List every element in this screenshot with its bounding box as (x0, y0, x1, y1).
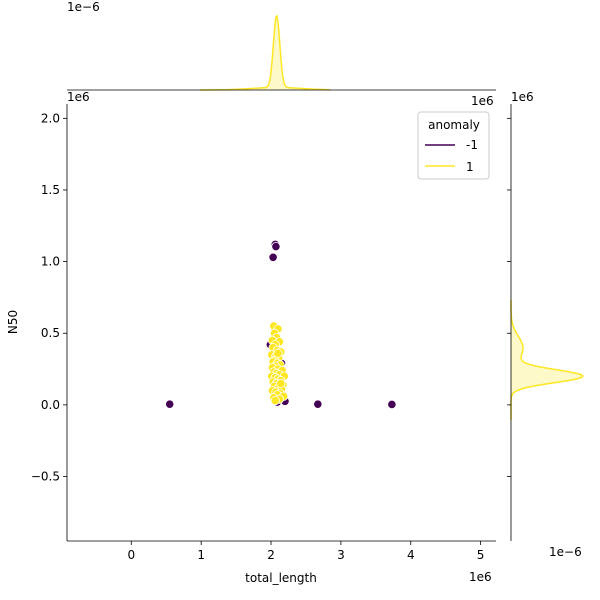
right-marginal-kde-line (510, 300, 584, 420)
y-tick-label: 1.0 (41, 255, 60, 269)
scatter-point-anomaly (387, 399, 397, 410)
legend-title: anomaly (428, 118, 480, 132)
top-marginal-kde-line (200, 14, 330, 91)
x-tick-label: 5 (477, 548, 485, 562)
x-axis-label: total_length (245, 571, 317, 585)
main-plot: 1e6 1e6 1e6 1e6 0 1 2 3 4 5 −0.5 0.0 0.5 1.0 1.5 2… (6, 90, 534, 585)
legend: anomaly -1 1 (417, 111, 490, 180)
legend-label-1: 1 (466, 160, 474, 174)
scatter-point-normal (276, 378, 286, 388)
y-tick-label: 0.5 (41, 326, 60, 340)
scatter-points (165, 239, 397, 410)
scatter-point-normal (270, 395, 280, 406)
x-tick-label: 2 (267, 548, 275, 562)
scatter-point-anomaly (165, 399, 175, 409)
y-axis-label: N50 (6, 310, 20, 334)
top-marginal-offset-label: 1e−6 (67, 0, 100, 14)
x-tick-label: 3 (337, 548, 345, 562)
y-tick-label: 2.0 (41, 111, 60, 125)
x-tick-label: 1 (197, 548, 205, 562)
right-marginal: 1e−6 (507, 104, 584, 559)
top-marginal-kde-fill (200, 16, 330, 90)
x-offset-label: 1e6 (471, 94, 494, 108)
x-tick-label: 4 (407, 548, 415, 562)
scatter-point-anomaly (271, 241, 281, 252)
top-marginal: 1e−6 (67, 0, 496, 91)
y-offset-label: 1e6 (67, 90, 90, 104)
scatter-point-normal (273, 348, 283, 358)
y-tick-label: 0.0 (41, 398, 60, 412)
right-marginal-offset-label: 1e−6 (549, 545, 582, 559)
y-tick-label: −0.5 (31, 470, 60, 484)
x-tick-label: 0 (127, 548, 135, 562)
right-axis-offset-label: 1e6 (511, 90, 534, 104)
scatter-point-anomaly (268, 252, 278, 262)
y-axis-ticks: −0.5 0.0 0.5 1.0 1.5 2.0 (31, 111, 67, 484)
scatter-point-anomaly (313, 399, 323, 409)
y-tick-label: 1.5 (41, 183, 60, 197)
x-offset-label-bottom: 1e6 (469, 570, 492, 584)
x-axis-ticks: 0 1 2 3 4 5 (127, 541, 484, 562)
right-marginal-ticks (507, 117, 511, 477)
legend-label-neg1: -1 (466, 138, 478, 152)
